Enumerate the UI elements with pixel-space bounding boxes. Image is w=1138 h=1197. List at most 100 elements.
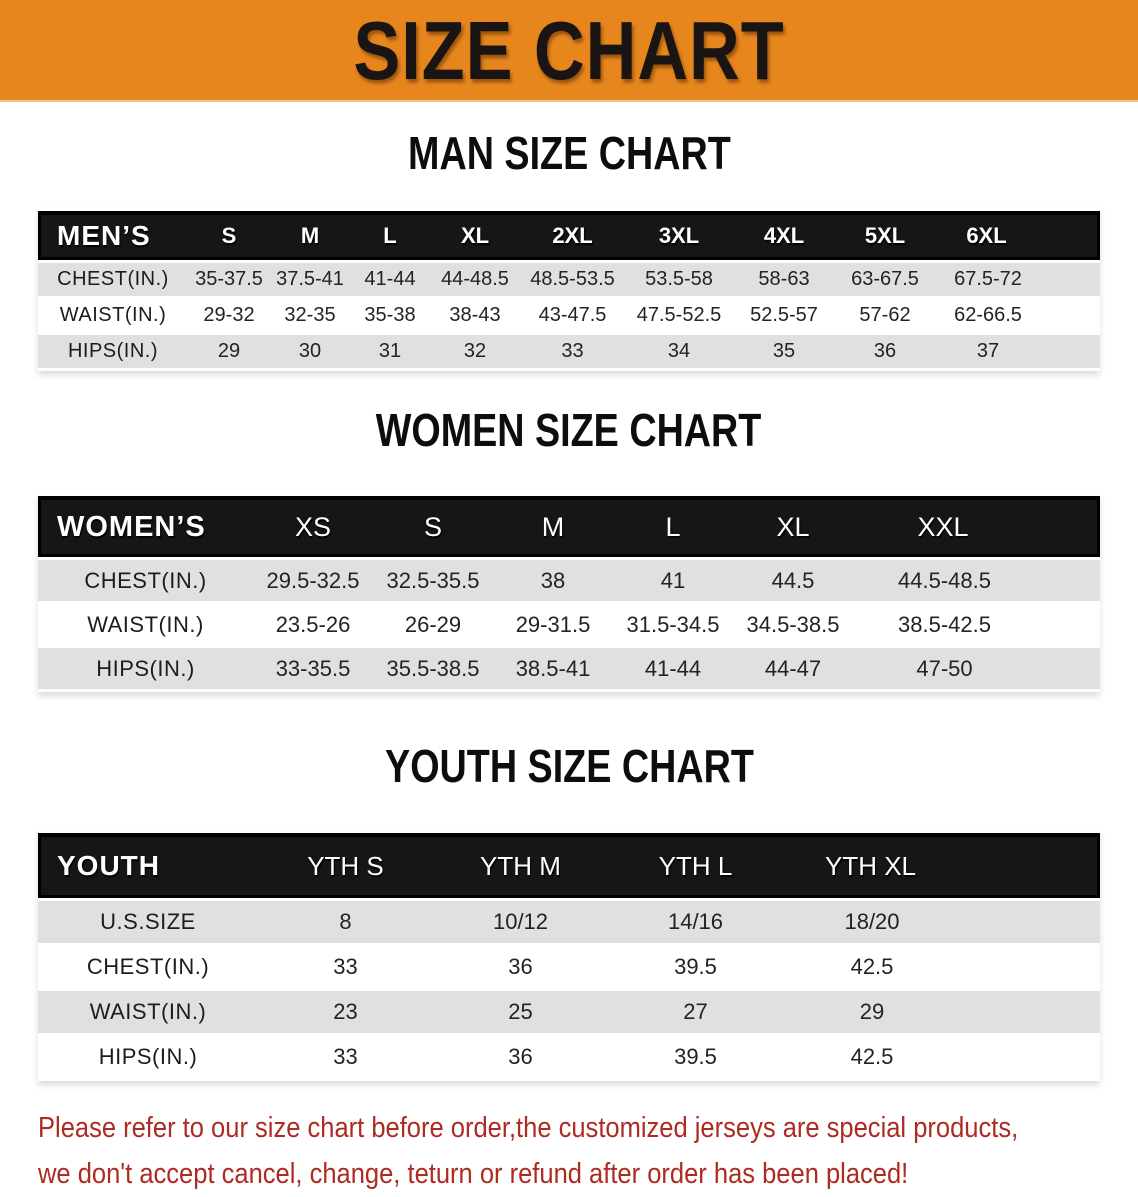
- size-value-cell: 44-47: [733, 648, 853, 689]
- size-chart-title: SIZE CHART: [353, 3, 785, 97]
- size-chart-banner: SIZE CHART: [0, 0, 1138, 102]
- mens-size-table: MEN’S S M L XL 2XL 3XL 4XL 5XL 6XL CHEST(IN.) 35-37…: [38, 208, 1100, 371]
- women-size-chart-heading-text: WOMEN SIZE CHART: [376, 403, 762, 457]
- measurement-row-label: WAIST(IN.): [38, 991, 258, 1033]
- table-row: CHEST(IN.) 35-37.5 37.5-41 41-44 44-48.5 48.5…: [38, 263, 1100, 296]
- man-size-chart-heading-text: MAN SIZE CHART: [407, 126, 731, 180]
- size-value-cell: 38-43: [430, 299, 520, 332]
- man-size-chart-heading: MAN SIZE CHART: [0, 126, 1138, 192]
- size-value-cell: 47-50: [853, 648, 1100, 689]
- size-column-header: 2XL: [520, 211, 625, 260]
- table-row: HIPS(IN.) 29 30 31 32 33 34 35 36 37: [38, 335, 1100, 368]
- size-value-cell: 33: [520, 335, 625, 368]
- size-column-header: XL: [430, 211, 520, 260]
- size-value-cell: 14/16: [608, 901, 783, 943]
- women-group-label: WOMEN’S: [38, 496, 253, 557]
- size-value-cell: 39.5: [608, 1036, 783, 1078]
- size-value-cell: 41-44: [350, 263, 430, 296]
- measurement-row-label: HIPS(IN.): [38, 1036, 258, 1078]
- size-value-cell: 36: [433, 1036, 608, 1078]
- size-column-header: S: [188, 211, 270, 260]
- size-value-cell: 58-63: [733, 263, 835, 296]
- size-value-cell: 44-48.5: [430, 263, 520, 296]
- table-row: WAIST(IN.) 23 25 27 29: [38, 991, 1100, 1033]
- size-value-cell: 47.5-52.5: [625, 299, 733, 332]
- table-row: CHEST(IN.) 29.5-32.5 32.5-35.5 38 41 44.5 44.5…: [38, 560, 1100, 601]
- size-value-cell: 31: [350, 335, 430, 368]
- size-value-cell: 27: [608, 991, 783, 1033]
- size-value-cell: 32-35: [270, 299, 350, 332]
- size-value-cell: 23: [258, 991, 433, 1033]
- youth-group-label: YOUTH: [38, 833, 258, 898]
- size-value-cell: 35-38: [350, 299, 430, 332]
- size-value-cell: 38.5-41: [493, 648, 613, 689]
- table-row: WAIST(IN.) 29-32 32-35 35-38 38-43 43-47.5 47.…: [38, 299, 1100, 332]
- size-value-cell: 33: [258, 1036, 433, 1078]
- size-column-header: XXL: [853, 496, 1100, 557]
- size-value-cell: 31.5-34.5: [613, 604, 733, 645]
- size-column-header: 5XL: [835, 211, 935, 260]
- size-value-cell: 36: [835, 335, 935, 368]
- table-row: HIPS(IN.) 33 36 39.5 42.5: [38, 1036, 1100, 1078]
- measurement-row-label: HIPS(IN.): [38, 335, 188, 368]
- size-value-cell: 18/20: [783, 901, 1100, 943]
- measurement-row-label: WAIST(IN.): [38, 604, 253, 645]
- measurement-row-label: WAIST(IN.): [38, 299, 188, 332]
- table-row: CHEST(IN.) 33 36 39.5 42.5: [38, 946, 1100, 988]
- size-column-header: 3XL: [625, 211, 733, 260]
- size-value-cell: 52.5-57: [733, 299, 835, 332]
- size-value-cell: 62-66.5: [935, 299, 1100, 332]
- size-column-header: XL: [733, 496, 853, 557]
- size-value-cell: 29: [783, 991, 1100, 1033]
- men-group-label: MEN’S: [38, 211, 188, 260]
- men-header-row: MEN’S S M L XL 2XL 3XL 4XL 5XL 6XL: [38, 211, 1100, 260]
- size-column-header: M: [270, 211, 350, 260]
- youth-size-chart-heading-text: YOUTH SIZE CHART: [384, 739, 754, 793]
- women-size-chart-heading: WOMEN SIZE CHART: [0, 403, 1138, 469]
- size-value-cell: 32: [430, 335, 520, 368]
- size-value-cell: 41: [613, 560, 733, 601]
- disclaimer-line-2: we don't accept cancel, change, teturn o…: [38, 1158, 909, 1190]
- size-value-cell: 37: [935, 335, 1100, 368]
- size-value-cell: 57-62: [835, 299, 935, 332]
- size-column-header: XS: [253, 496, 373, 557]
- size-value-cell: 10/12: [433, 901, 608, 943]
- size-value-cell: 26-29: [373, 604, 493, 645]
- measurement-row-label: CHEST(IN.): [38, 560, 253, 601]
- women-header-row: WOMEN’S XS S M L XL XXL: [38, 496, 1100, 557]
- disclaimer-text: Please refer to our size chart before or…: [38, 1105, 1138, 1197]
- size-value-cell: 8: [258, 901, 433, 943]
- size-value-cell: 48.5-53.5: [520, 263, 625, 296]
- size-value-cell: 33: [258, 946, 433, 988]
- size-value-cell: 53.5-58: [625, 263, 733, 296]
- size-value-cell: 37.5-41: [270, 263, 350, 296]
- size-column-header: YTH M: [433, 833, 608, 898]
- table-row: WAIST(IN.) 23.5-26 26-29 29-31.5 31.5-34.5 34…: [38, 604, 1100, 645]
- size-value-cell: 30: [270, 335, 350, 368]
- size-value-cell: 35-37.5: [188, 263, 270, 296]
- measurement-row-label: HIPS(IN.): [38, 648, 253, 689]
- size-value-cell: 32.5-35.5: [373, 560, 493, 601]
- womens-size-table: WOMEN’S XS S M L XL XXL CHEST(IN.) 29.5-32.5 32.5…: [38, 493, 1100, 692]
- youth-size-chart-heading: YOUTH SIZE CHART: [0, 739, 1138, 805]
- size-column-header: 4XL: [733, 211, 835, 260]
- table-row: U.S.SIZE 8 10/12 14/16 18/20: [38, 901, 1100, 943]
- size-value-cell: 67.5-72: [935, 263, 1100, 296]
- size-column-header: L: [613, 496, 733, 557]
- size-column-header: S: [373, 496, 493, 557]
- size-column-header: L: [350, 211, 430, 260]
- size-value-cell: 23.5-26: [253, 604, 373, 645]
- size-value-cell: 35: [733, 335, 835, 368]
- size-value-cell: 42.5: [783, 1036, 1100, 1078]
- table-row: HIPS(IN.) 33-35.5 35.5-38.5 38.5-41 41-44 44-…: [38, 648, 1100, 689]
- size-value-cell: 29-31.5: [493, 604, 613, 645]
- size-value-cell: 39.5: [608, 946, 783, 988]
- size-value-cell: 29: [188, 335, 270, 368]
- size-value-cell: 41-44: [613, 648, 733, 689]
- size-value-cell: 25: [433, 991, 608, 1033]
- size-value-cell: 43-47.5: [520, 299, 625, 332]
- size-column-header: YTH S: [258, 833, 433, 898]
- size-value-cell: 29.5-32.5: [253, 560, 373, 601]
- disclaimer-line-1: Please refer to our size chart before or…: [38, 1112, 1019, 1144]
- size-value-cell: 42.5: [783, 946, 1100, 988]
